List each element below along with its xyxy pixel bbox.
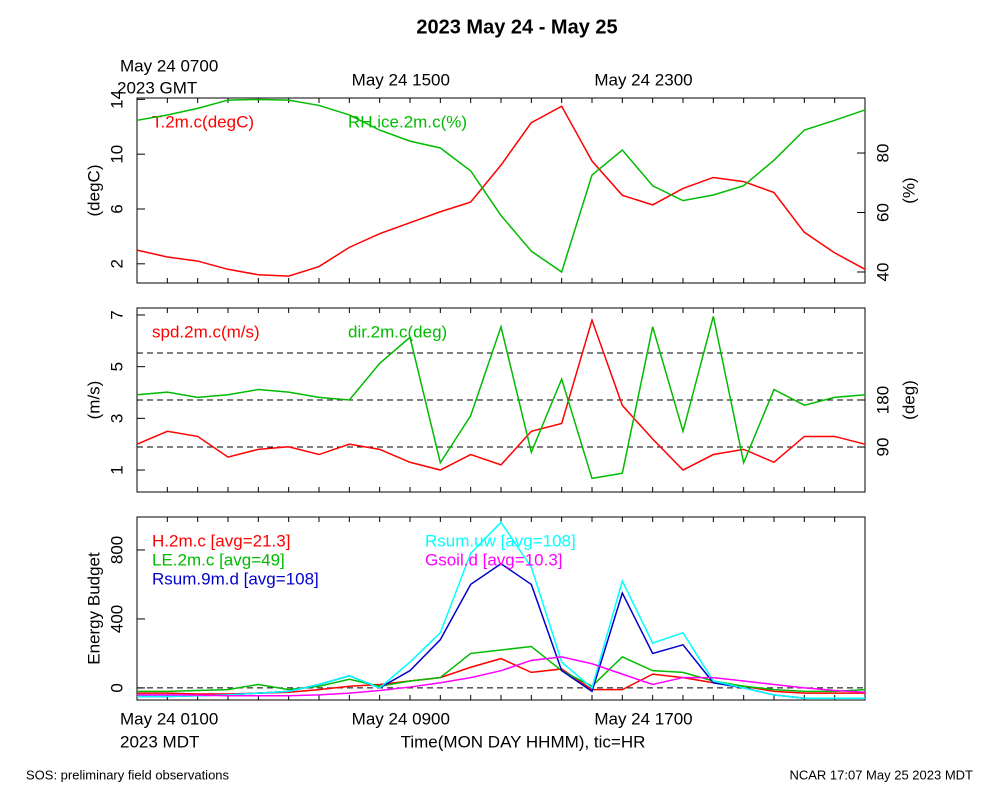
y2-axis-label: (%) (899, 177, 918, 203)
legend-label: Rsum.uw [avg=108] (425, 531, 576, 550)
legend-label: LE.2m.c [avg=49] (152, 550, 285, 569)
y2-axis-label: (deg) (899, 380, 918, 420)
y-tick-label: 2 (107, 259, 126, 268)
series-line (136, 105, 866, 277)
y2-tick-label: 80 (873, 144, 892, 163)
series-line (137, 645, 866, 693)
y-tick-label: 7 (107, 310, 126, 319)
series-line (137, 656, 866, 697)
series-line (136, 317, 866, 471)
y-tick-label: 3 (107, 414, 126, 423)
series-line (136, 98, 866, 274)
y-tick-label: 0 (107, 683, 126, 692)
legend-label: spd.2m.c(m/s) (152, 322, 260, 341)
series-line (136, 316, 866, 480)
y-tick-label: 1 (107, 465, 126, 474)
y-tick-label: 10 (107, 145, 126, 164)
x2-tick-label: May 24 0700 (120, 56, 218, 75)
y-axis-label: (m/s) (84, 381, 103, 420)
y2-tick-label: 180 (873, 386, 892, 414)
x-axis-label: Time(MON DAY HHMM), tic=HR (401, 732, 646, 751)
legend-label: dir.2m.c(deg) (348, 322, 447, 341)
footer-right: NCAR 17:07 May 25 2023 MDT (789, 767, 973, 782)
x-tick-label: May 24 0900 (352, 709, 450, 728)
x2-tick-sublabel: 2023 GMT (117, 78, 197, 97)
x2-tick-label: May 24 2300 (594, 70, 692, 89)
y-tick-label: 800 (107, 536, 126, 564)
y-tick-label: 400 (107, 605, 126, 633)
legend-label: T.2m.c(degC) (152, 112, 254, 131)
y-tick-label: 14 (107, 90, 126, 109)
y2-tick-label: 40 (873, 263, 892, 282)
y-axis-label: (degC) (84, 165, 103, 217)
x-tick-label: May 24 1700 (594, 709, 692, 728)
footer-left: SOS: preliminary field observations (26, 767, 230, 782)
y-tick-label: 5 (107, 362, 126, 371)
legend-label: Gsoil.d [avg=10.3] (425, 550, 563, 569)
y2-tick-label: 60 (873, 203, 892, 222)
legend-label: RH.ice.2m.c(%) (348, 112, 467, 131)
y-axis-label: Energy Budget (84, 552, 103, 665)
page-title: 2023 May 24 - May 25 (416, 16, 617, 38)
x-tick-sublabel: 2023 MDT (120, 732, 199, 751)
y-tick-label: 6 (107, 204, 126, 213)
legend-label: Rsum.9m.d [avg=108] (152, 569, 319, 588)
x2-tick-label: May 24 1500 (352, 70, 450, 89)
y2-tick-label: 90 (873, 438, 892, 457)
x-tick-label: May 24 0100 (120, 709, 218, 728)
series-line (137, 521, 865, 700)
legend-label: H.2m.c [avg=21.3] (152, 531, 290, 550)
